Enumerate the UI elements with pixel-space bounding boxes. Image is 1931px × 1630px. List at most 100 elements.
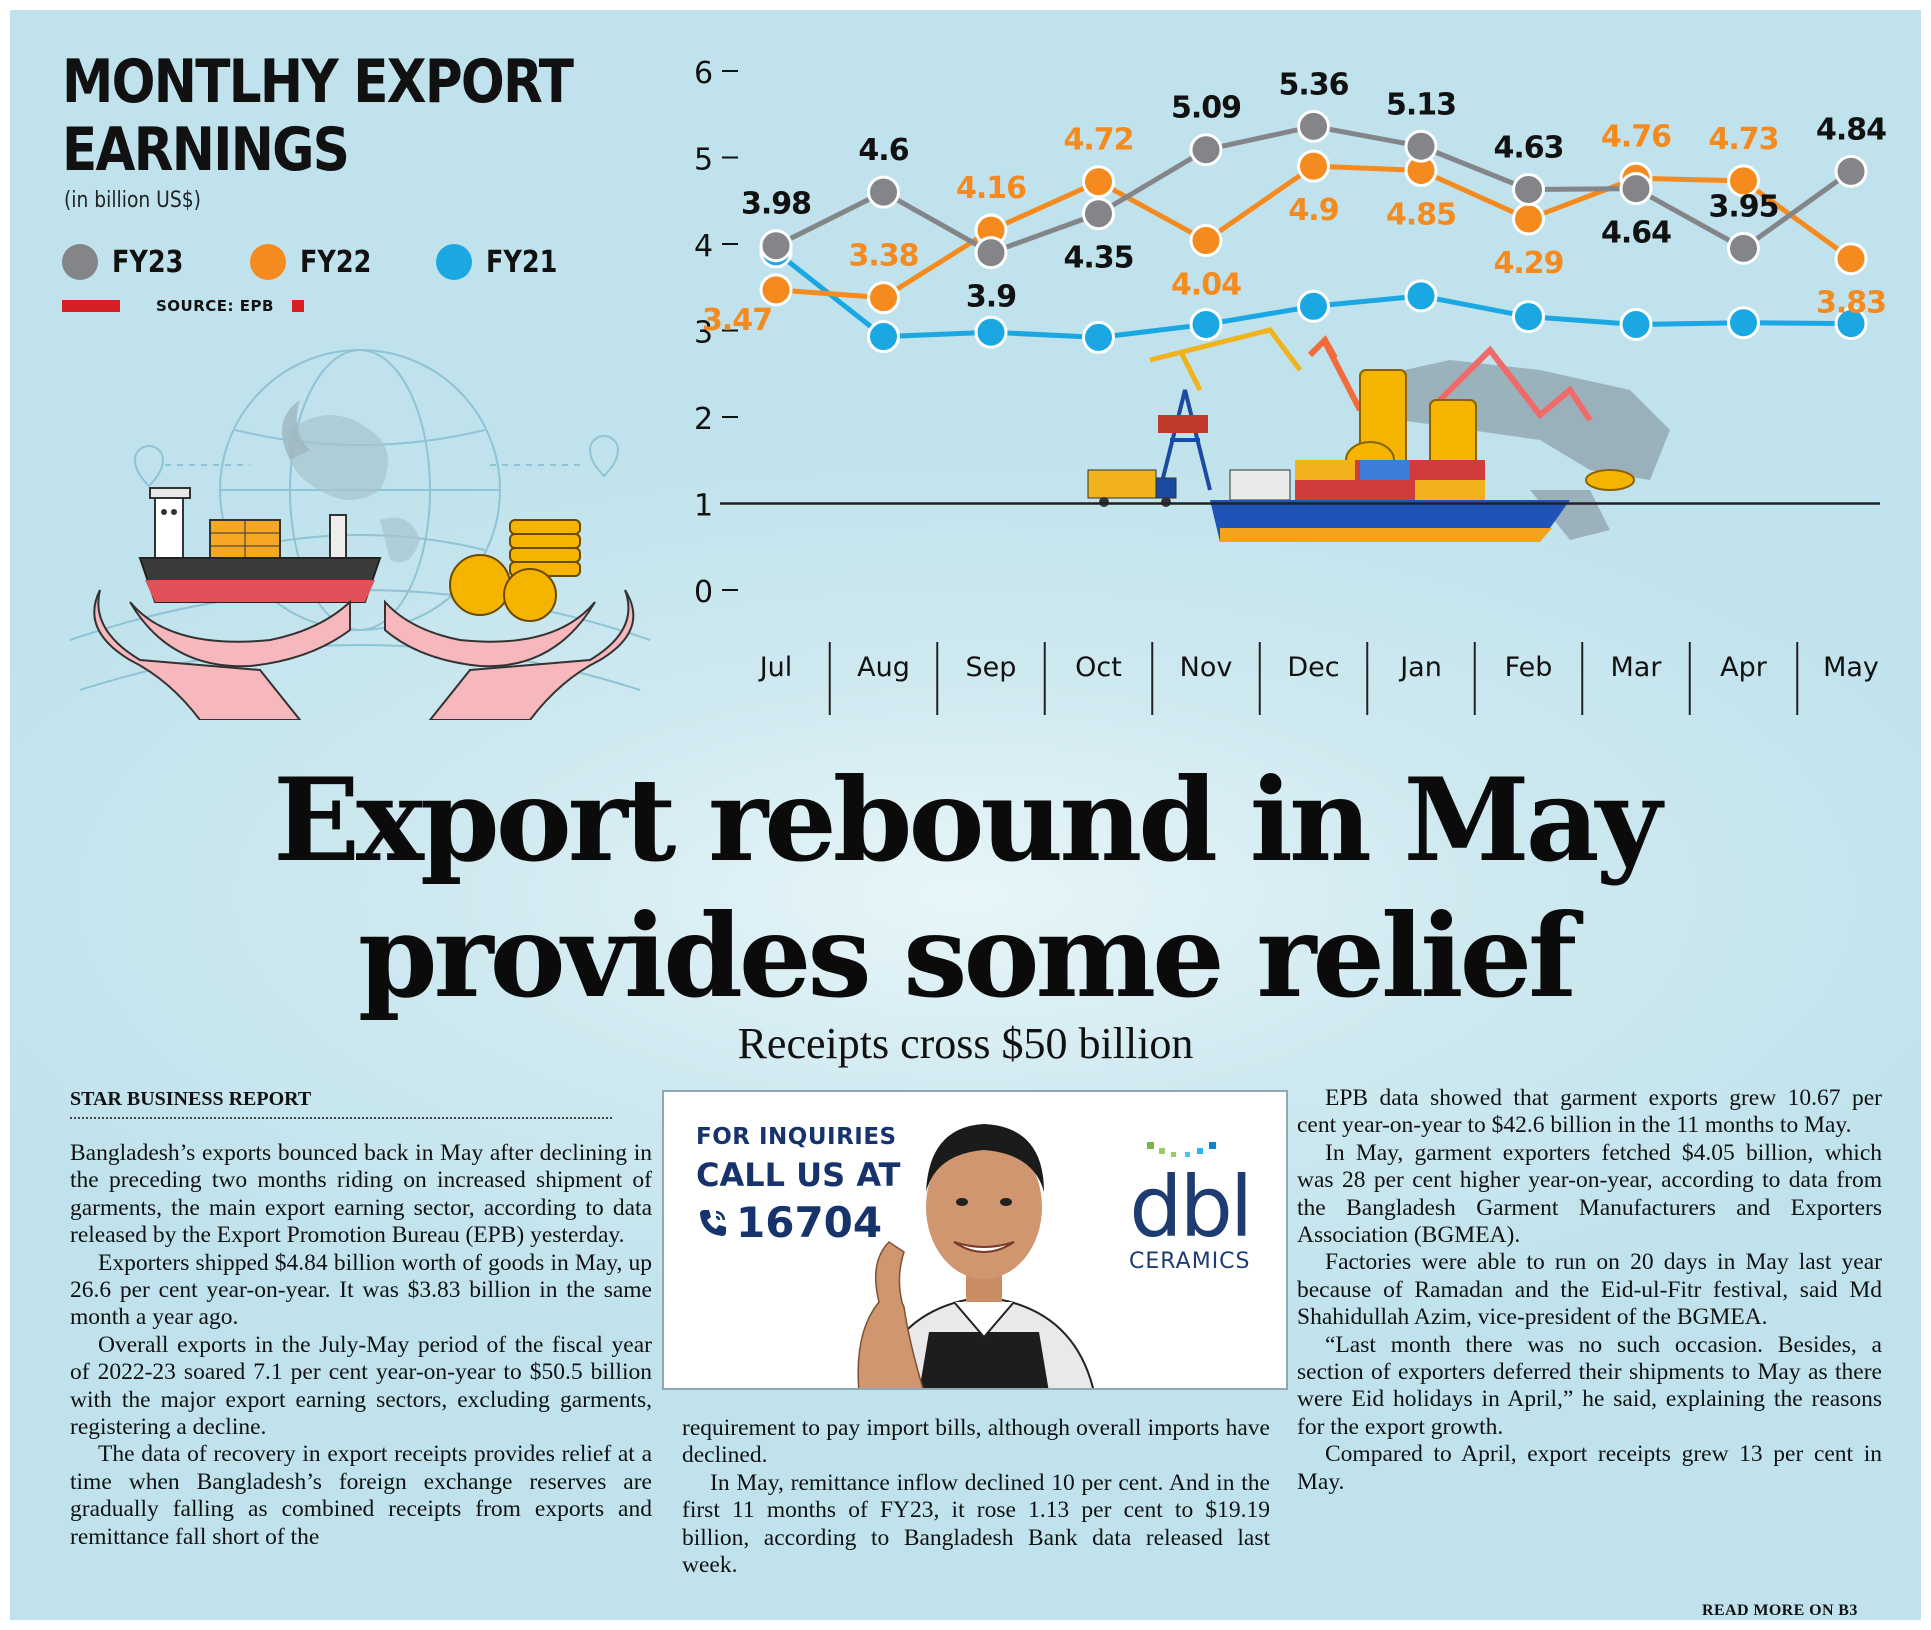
data-point-fy21: [1297, 289, 1330, 323]
y-tick-label: 1: [694, 489, 713, 524]
chart-title-line1: MONTLHY EXPORT: [62, 47, 574, 117]
data-label-fy22: 4.16: [956, 171, 1026, 206]
data-point-fy21: [1619, 307, 1653, 341]
series-line-fy23: [774, 123, 1853, 256]
trade-hands-illustration: [69, 349, 651, 720]
legend-label-fy21: FY21: [486, 244, 558, 280]
chart-title-line2: EARNINGS: [62, 115, 350, 185]
source-square-decoration: [291, 300, 304, 312]
hand-right-icon: [384, 589, 635, 720]
ad-contact-block: FOR INQUIRIES CALL US AT 16704: [696, 1124, 900, 1247]
article-paragraph: EPB data showed that garment exports gre…: [1297, 1085, 1882, 1139]
data-label-fy22: 4.04: [1171, 268, 1241, 303]
data-point-fy21: [1082, 320, 1115, 354]
cargo-ship-icon: [138, 400, 382, 603]
source-bar-decoration: [62, 300, 120, 312]
data-label-fy22: 3.83: [1816, 286, 1886, 321]
chart-title: MONTLHY EXPORT EARNINGS: [62, 47, 574, 185]
data-point-fy23: [759, 229, 793, 263]
data-label-fy23: 4.64: [1601, 216, 1671, 251]
ship-icon: [1210, 460, 1570, 542]
y-tick-label: 0: [694, 575, 713, 610]
data-label-fy23: 5.09: [1171, 91, 1241, 126]
data-label-fy23: 5.13: [1386, 87, 1456, 122]
ad-phone-number[interactable]: 16704: [736, 1198, 883, 1247]
legend-item-fy21: FY21: [436, 242, 570, 282]
source-text: SOURCE: EPB: [156, 297, 274, 315]
data-point-fy22: [1727, 164, 1760, 198]
legend-item-fy23: FY23: [62, 242, 196, 282]
data-label-fy22: 4.9: [1288, 193, 1338, 228]
data-point-fy23: [1834, 154, 1868, 188]
data-label-fy23: 4.63: [1493, 131, 1563, 166]
hand-left-icon: [93, 589, 351, 720]
data-point-fy23: [1404, 129, 1438, 163]
legend-item-fy22: FY22: [250, 242, 384, 282]
chart-legend: FY23 FY22 FY21: [62, 242, 582, 282]
data-label-fy23: 3.98: [741, 187, 811, 222]
data-point-fy21: [867, 320, 900, 354]
data-point-fy21: [1189, 307, 1223, 341]
article-paragraph: Compared to April, export receipts grew …: [1297, 1441, 1882, 1495]
model-photo: [857, 1124, 1094, 1388]
article-column-2: requirement to pay import bills, althoug…: [682, 1415, 1270, 1579]
coins-icon: [449, 519, 581, 622]
data-point-fy21: [1834, 307, 1868, 341]
read-more-link[interactable]: READ MORE ON B3: [1702, 1602, 1858, 1619]
data-label-fy23: 3.95: [1708, 189, 1778, 224]
ad-brand-name: dbl: [1129, 1158, 1253, 1256]
x-tick-label: Dec: [1287, 652, 1339, 683]
article-paragraph: Factories were able to run on 20 days in…: [1297, 1249, 1882, 1331]
x-tick-label: Aug: [857, 652, 910, 683]
advertisement[interactable]: FOR INQUIRIES CALL US AT 16704 dbl CERAM…: [662, 1090, 1288, 1390]
ad-call-text: CALL US AT: [696, 1156, 901, 1194]
article-paragraph: “Last month there was no such occasion. …: [1297, 1331, 1882, 1440]
y-tick-label: 3: [694, 316, 713, 351]
export-line-chart: 0 1 2 3 4 5 6 Jul Aug Sep Oct Nov Dec Jan Feb Mar Apr May…: [694, 56, 1887, 715]
data-label-fy22: 3.47: [702, 303, 772, 338]
data-point-fy23: [1297, 109, 1330, 143]
data-point-fy22: [1082, 165, 1115, 199]
legend-swatch-fy22: [250, 244, 286, 280]
data-label-fy23: 4.6: [858, 133, 908, 168]
data-point-fy23: [1512, 173, 1545, 207]
y-tick-label: 5: [694, 143, 713, 178]
subheadline: Receipts cross $50 billion: [737, 1019, 1194, 1068]
data-label-fy22: 4.85: [1386, 197, 1456, 232]
x-tick-label: Jan: [1398, 652, 1442, 683]
article-paragraph: The data of recovery in export receipts …: [70, 1441, 652, 1550]
ad-brand-sub: CERAMICS: [1129, 1249, 1251, 1274]
data-point-fy23: [1189, 133, 1223, 167]
data-label-fy22: 3.38: [848, 239, 918, 274]
ad-inquiries-text: FOR INQUIRIES: [696, 1124, 897, 1150]
data-point-fy22: [759, 273, 793, 307]
ad-phone-row: 16704: [696, 1198, 900, 1247]
data-point-fy23: [1082, 197, 1115, 231]
dbl-ceramics-logo: dbl CERAMICS: [1129, 1140, 1253, 1274]
article-column-3: EPB data showed that garment exports gre…: [1297, 1085, 1882, 1496]
headline: Export rebound in May provides some reli…: [10, 752, 1921, 1024]
data-label-fy23: 4.35: [1063, 241, 1133, 276]
location-pin-icon: [133, 435, 620, 488]
data-point-fy21: [1727, 306, 1760, 340]
data-point-fy23: [867, 175, 900, 209]
byline: STAR BUSINESS REPORT: [70, 1088, 612, 1119]
data-label-fy22: 4.76: [1601, 119, 1671, 154]
rising-arrow-icon: [1307, 335, 1593, 422]
data-point-fy23: [974, 236, 1008, 270]
headline-line2: provides some relief: [357, 889, 1577, 1023]
x-tick-label: Nov: [1180, 652, 1233, 683]
x-tick-label: Oct: [1075, 652, 1122, 683]
data-label-fy23: 5.36: [1278, 67, 1348, 102]
article-column-1: Bangladesh’s exports bounced back in May…: [70, 1140, 652, 1551]
data-label-fy22: 4.72: [1063, 123, 1133, 158]
data-point-fy21: [1404, 279, 1438, 313]
data-point-fy22: [1189, 224, 1223, 258]
article-paragraph: In May, garment exporters fetched $4.05 …: [1297, 1139, 1882, 1249]
article-paragraph: Bangladesh’s exports bounced back in May…: [70, 1140, 652, 1249]
legend-swatch-fy21: [436, 244, 472, 280]
legend-label-fy22: FY22: [300, 244, 372, 280]
data-point-fy22: [867, 281, 900, 315]
data-label-fy23: 4.84: [1816, 112, 1886, 147]
y-tick-label: 4: [694, 229, 713, 264]
